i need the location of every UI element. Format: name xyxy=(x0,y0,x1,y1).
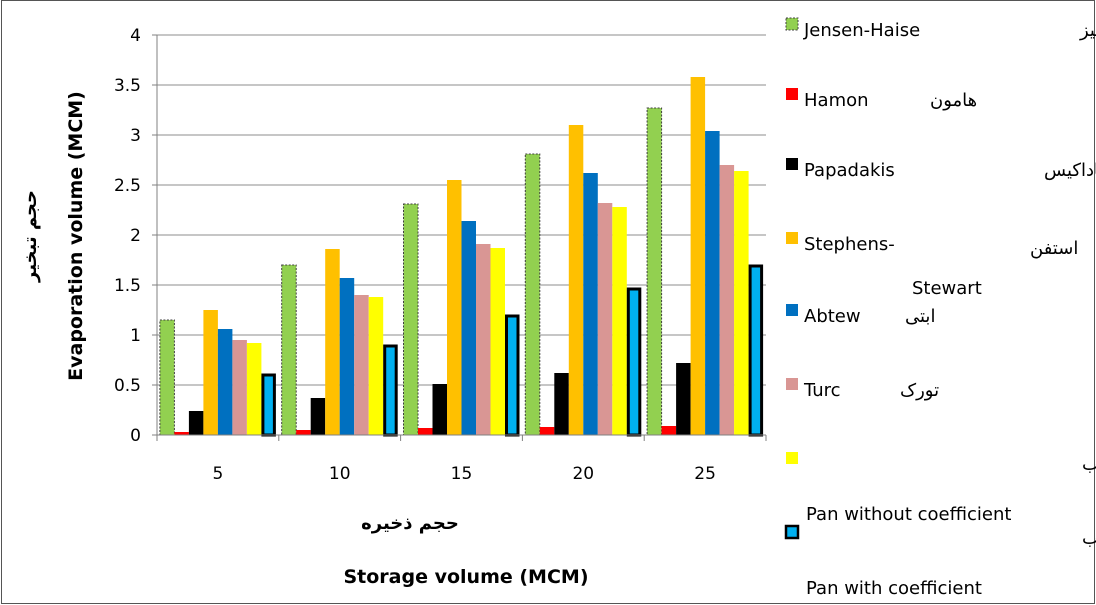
legend-label-fa: پاپاداکیس xyxy=(1044,160,1096,181)
bar-abtew xyxy=(461,221,476,435)
y-axis-title-fa: حجم تبخیر xyxy=(20,190,41,283)
bar-pan-with-coefficient xyxy=(505,314,520,437)
legend-swatch xyxy=(786,304,798,316)
y-tick-label: 3.5 xyxy=(114,76,141,96)
axes xyxy=(152,34,767,441)
bar-pan-without-coefficient xyxy=(734,171,749,435)
legend-label: Turc xyxy=(803,380,841,401)
bar-papadakis xyxy=(676,363,691,435)
legend-swatch xyxy=(786,232,798,244)
legend-swatch xyxy=(786,158,798,170)
y-tick-label: 3 xyxy=(130,126,141,146)
bar-turc xyxy=(476,244,491,435)
x-tick-labels: 5 10 15 20 25 xyxy=(212,464,715,484)
legend-label-fa: استفن xyxy=(1030,238,1078,259)
legend-label-fa: هامون xyxy=(930,90,977,111)
bar-pan-with-coefficient xyxy=(261,373,276,437)
y-tick-label: 0.5 xyxy=(114,376,141,396)
bar-hamon xyxy=(418,428,433,435)
bar-stephens xyxy=(203,310,218,435)
bar-hamon xyxy=(539,427,555,435)
bar-jensen-haise xyxy=(403,203,419,436)
x-tick-label: 10 xyxy=(329,464,351,484)
legend-label: Hamon xyxy=(804,90,869,111)
bar-hamon xyxy=(296,430,311,435)
legend-swatch xyxy=(785,17,799,31)
legend-label: Papadakis xyxy=(804,160,895,181)
bar-pan-with-coefficient xyxy=(383,344,398,437)
bar-abtew xyxy=(339,278,355,435)
bar-papadakis xyxy=(554,373,569,435)
x-tick-label: 15 xyxy=(451,464,473,484)
bar-hamon xyxy=(661,426,677,435)
bar-jensen-haise xyxy=(646,107,663,436)
bar-stephens xyxy=(568,125,584,435)
bar-turc xyxy=(719,165,735,435)
bar-stephens xyxy=(690,77,706,435)
bar-pan-without-coefficient xyxy=(368,297,384,435)
bar-pan-with-coefficient xyxy=(626,287,642,437)
bar-turc xyxy=(597,203,613,435)
legend-label-fa: تشت تبخیر بدون اعمال ضریب xyxy=(1082,454,1096,475)
y-tick-label: 0 xyxy=(130,426,141,446)
bar-jensen-haise xyxy=(524,153,541,436)
legend-label-fa: تشت تبخیر با اعمال ضریب xyxy=(1082,528,1096,549)
bars xyxy=(159,77,764,437)
bar-jensen-haise xyxy=(159,319,175,436)
legend-swatch xyxy=(784,524,800,540)
bar-papadakis xyxy=(432,384,447,435)
x-tick-label: 25 xyxy=(694,464,716,484)
gridlines xyxy=(157,34,766,386)
bar-abtew xyxy=(705,131,720,435)
legend-label-fa: ابتی xyxy=(905,306,935,327)
x-tick-label: 5 xyxy=(212,464,223,484)
legend-label: Pan with coefficient xyxy=(806,578,982,599)
y-tick-label: 1.5 xyxy=(114,276,141,296)
y-tick-label: 4 xyxy=(130,26,141,46)
bar-jensen-haise xyxy=(281,264,297,436)
bar-pan-without-coefficient xyxy=(246,343,262,435)
legend-swatch xyxy=(786,88,798,100)
bar-pan-without-coefficient xyxy=(612,207,627,435)
bar-hamon xyxy=(174,432,189,435)
bar-papadakis xyxy=(310,398,326,435)
bar-abtew xyxy=(583,173,598,435)
legend-label-fa: تورک xyxy=(900,380,939,401)
bar-pan-with-coefficient xyxy=(748,264,764,437)
x-tick-label: 20 xyxy=(572,464,594,484)
bar-turc xyxy=(354,295,369,435)
y-tick-labels: 0 0.5 1 1.5 2 2.5 3 3.5 4 xyxy=(114,26,141,446)
bar-turc xyxy=(232,340,247,435)
legend-swatch xyxy=(786,378,798,390)
x-axis-title: Storage volume (MCM) xyxy=(343,566,588,588)
legend-label-fa: جنسن هیز xyxy=(1079,20,1096,41)
legend-swatch xyxy=(786,452,798,464)
legend-label: Jensen-Haise xyxy=(803,20,920,41)
legend-label: Pan without coefficient xyxy=(806,504,1011,525)
y-tick-label: 2.5 xyxy=(114,176,141,196)
bar-pan-without-coefficient xyxy=(490,248,505,435)
y-tick-label: 1 xyxy=(130,326,141,346)
legend-label-line2: Stewart xyxy=(912,278,982,299)
y-tick-label: 2 xyxy=(130,226,141,246)
x-axis-title-fa: حجم ذخیره xyxy=(361,513,459,534)
legend-label: Abtew xyxy=(804,306,861,327)
y-axis-title: Evaporation volume (MCM) xyxy=(65,91,87,381)
bar-abtew xyxy=(217,329,233,435)
bar-stephens xyxy=(447,180,462,435)
bar-stephens xyxy=(325,249,340,435)
legend-label: Stephens- xyxy=(804,234,895,255)
bar-papadakis xyxy=(188,411,204,435)
legend: Jensen-Haise جنسن هیز Hamon هامون Papadakis پ… xyxy=(784,17,1096,599)
